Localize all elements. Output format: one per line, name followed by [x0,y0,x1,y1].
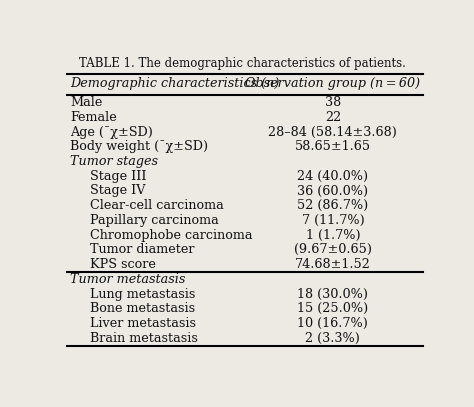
Text: Brain metastasis: Brain metastasis [91,332,198,345]
Text: KPS score: KPS score [91,258,156,271]
Text: 36 (60.0%): 36 (60.0%) [297,184,368,197]
Text: Female: Female [70,111,117,124]
Text: 7 (11.7%): 7 (11.7%) [301,214,365,227]
Text: Liver metastasis: Liver metastasis [91,317,197,330]
Text: 28–84 (58.14±3.68): 28–84 (58.14±3.68) [268,125,397,138]
Text: 1 (1.7%): 1 (1.7%) [306,229,360,242]
Text: 38: 38 [325,96,341,109]
Text: Male: Male [70,96,103,109]
Text: 52 (86.7%): 52 (86.7%) [297,199,369,212]
Text: Tumor diameter: Tumor diameter [91,243,195,256]
Text: 58.65±1.65: 58.65±1.65 [295,140,371,153]
Text: Tumor stages: Tumor stages [70,155,158,168]
Text: Bone metastasis: Bone metastasis [91,302,196,315]
Text: 74.68±1.52: 74.68±1.52 [295,258,371,271]
Text: Stage IV: Stage IV [91,184,146,197]
Text: Tumor metastasis: Tumor metastasis [70,273,186,286]
Text: TABLE 1. The demographic characteristics of patients.: TABLE 1. The demographic characteristics… [80,57,406,70]
Text: 2 (3.3%): 2 (3.3%) [305,332,360,345]
Text: Papillary carcinoma: Papillary carcinoma [91,214,219,227]
Text: 15 (25.0%): 15 (25.0%) [297,302,369,315]
Text: Chromophobe carcinoma: Chromophobe carcinoma [91,229,253,242]
Text: 24 (40.0%): 24 (40.0%) [297,170,368,183]
Text: (9.67±0.65): (9.67±0.65) [294,243,372,256]
Text: Age (¯χ±SD): Age (¯χ±SD) [70,125,153,138]
Text: 18 (30.0%): 18 (30.0%) [297,288,368,300]
Text: Demographic characteristics (n): Demographic characteristics (n) [70,77,280,90]
Text: 10 (16.7%): 10 (16.7%) [298,317,368,330]
Text: Lung metastasis: Lung metastasis [91,288,196,300]
Text: Clear-cell carcinoma: Clear-cell carcinoma [91,199,224,212]
Text: Stage III: Stage III [91,170,147,183]
Text: Body weight (¯χ±SD): Body weight (¯χ±SD) [70,140,209,153]
Text: Observation group (n = 60): Observation group (n = 60) [246,77,420,90]
Text: 22: 22 [325,111,341,124]
